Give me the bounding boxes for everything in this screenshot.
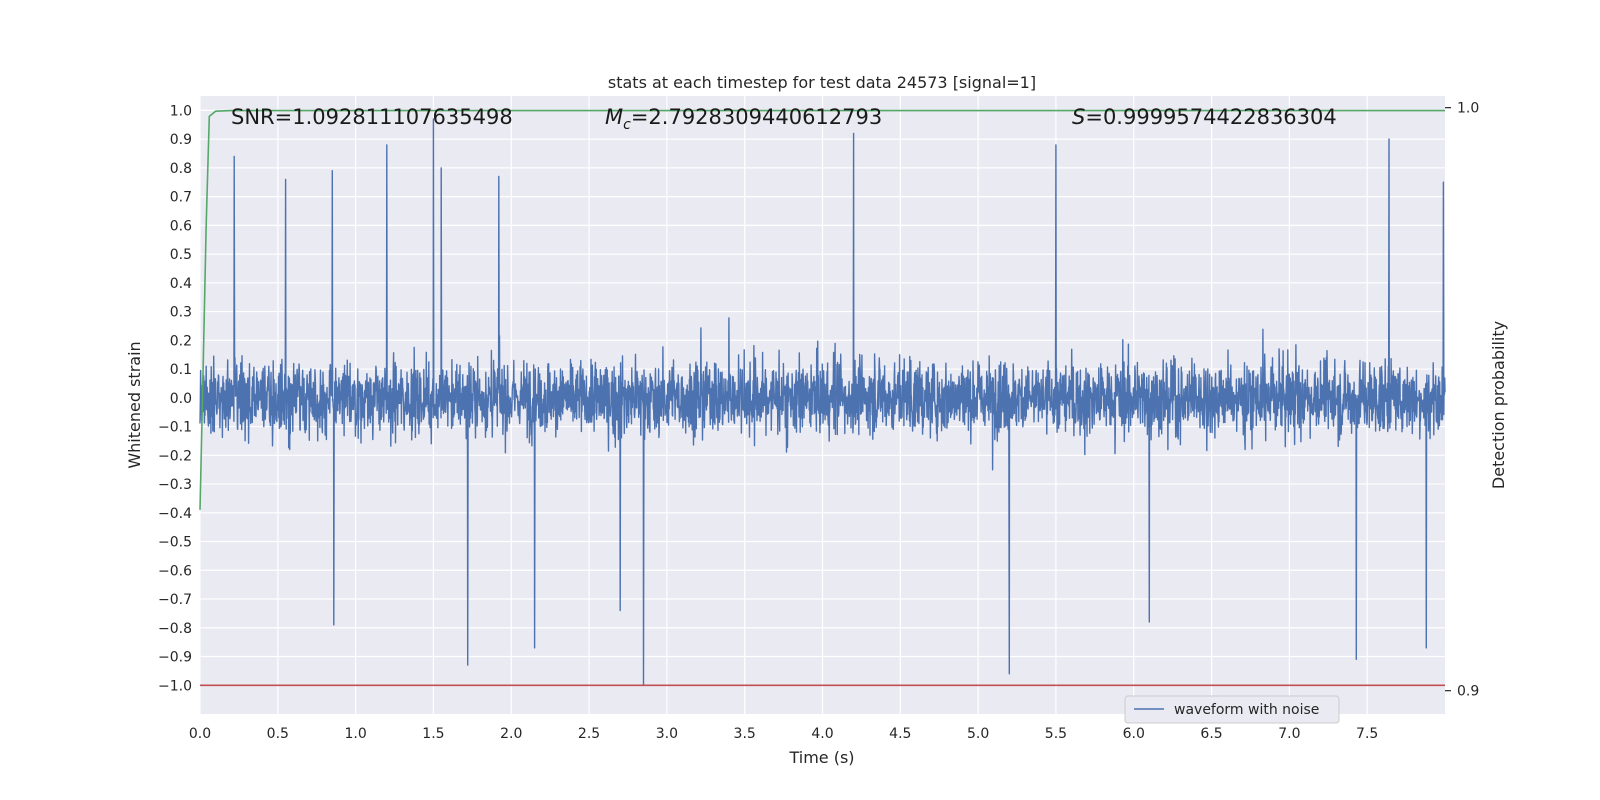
y-tick-label: 0.3 bbox=[170, 305, 192, 321]
significance-annotation: S=0.9999574422836304 bbox=[1072, 105, 1337, 129]
x-tick-label: 0.5 bbox=[267, 726, 289, 742]
y-tick-label: −0.2 bbox=[158, 448, 192, 464]
y-tick-label: 0.7 bbox=[170, 190, 192, 206]
x-tick-label: 5.5 bbox=[1045, 726, 1067, 742]
y-tick-label: 0.2 bbox=[170, 333, 192, 349]
y-tick-label: 0.9 bbox=[170, 132, 192, 148]
y-tick-label: −0.6 bbox=[158, 563, 192, 579]
y2-axis-label: Detection probability bbox=[1489, 321, 1508, 489]
y-tick-label: −0.3 bbox=[158, 477, 192, 493]
y-tick-label: −0.9 bbox=[158, 650, 192, 666]
x-tick-label: 7.5 bbox=[1356, 726, 1378, 742]
y-tick-label: −0.8 bbox=[158, 621, 192, 637]
x-tick-label: 3.5 bbox=[734, 726, 756, 742]
y2-tick-label: 1.0 bbox=[1457, 101, 1479, 117]
y-tick-label: −0.5 bbox=[158, 535, 192, 551]
legend-label-waveform: waveform with noise bbox=[1174, 702, 1319, 718]
significance-symbol: S bbox=[1072, 105, 1085, 129]
chirp-mass-symbol: M bbox=[605, 105, 623, 129]
x-tick-label: 4.0 bbox=[811, 726, 833, 742]
y-tick-label: −0.7 bbox=[158, 592, 192, 608]
x-tick-label: 3.0 bbox=[656, 726, 678, 742]
y2-tick-label: 0.9 bbox=[1457, 684, 1479, 700]
chirp-mass-value: =2.7928309440612793 bbox=[631, 105, 882, 129]
y2-ticks: 1.0 0.9 bbox=[1445, 101, 1479, 700]
series-line-waveform bbox=[199, 118, 1446, 686]
series-layer bbox=[199, 109, 1446, 687]
x-ticks: 0.0 0.5 1.0 1.5 2.0 2.5 3.0 3.5 4.0 4.5 5.0 5.5 6.0 6… bbox=[189, 726, 1378, 742]
y-tick-label: 0.1 bbox=[170, 362, 192, 378]
y-tick-label: 0.4 bbox=[170, 276, 192, 292]
x-tick-label: 1.0 bbox=[344, 726, 366, 742]
y-tick-label: −0.4 bbox=[158, 506, 192, 522]
x-tick-label: 1.5 bbox=[422, 726, 444, 742]
x-tick-label: 5.0 bbox=[967, 726, 989, 742]
chirp-mass-annotation: Mc=2.7928309440612793 bbox=[605, 105, 882, 133]
y-tick-label: 1.0 bbox=[170, 103, 192, 119]
x-tick-label: 0.0 bbox=[189, 726, 211, 742]
significance-value: =0.9999574422836304 bbox=[1085, 105, 1336, 129]
y-axis-label: Whitened strain bbox=[125, 341, 144, 468]
x-tick-label: 7.0 bbox=[1278, 726, 1300, 742]
x-tick-label: 6.0 bbox=[1123, 726, 1145, 742]
y-ticks: 1.0 0.9 0.8 0.7 0.6 0.5 0.4 0.3 0.2 0.1 0.0 −0.1 −0.… bbox=[158, 103, 192, 694]
snr-annotation: SNR=1.092811107635498 bbox=[231, 105, 513, 129]
x-axis-label: Time (s) bbox=[788, 748, 854, 767]
y-tick-label: −1.0 bbox=[158, 678, 192, 694]
x-tick-label: 4.5 bbox=[889, 726, 911, 742]
y-tick-label: 0.0 bbox=[170, 391, 192, 407]
x-tick-label: 2.0 bbox=[500, 726, 522, 742]
y-tick-label: 0.6 bbox=[170, 218, 192, 234]
series-line-detection-probability bbox=[199, 109, 1445, 510]
y-tick-label: 0.8 bbox=[170, 161, 192, 177]
x-tick-label: 6.5 bbox=[1200, 726, 1222, 742]
chart-title: stats at each timestep for test data 245… bbox=[608, 73, 1036, 92]
x-tick-label: 2.5 bbox=[578, 726, 600, 742]
legend: waveform with noise bbox=[1124, 695, 1340, 724]
chirp-mass-subscript: c bbox=[623, 117, 631, 133]
y-tick-label: 0.5 bbox=[170, 247, 192, 263]
legend-box bbox=[1124, 695, 1340, 724]
y-tick-label: −0.1 bbox=[158, 420, 192, 436]
